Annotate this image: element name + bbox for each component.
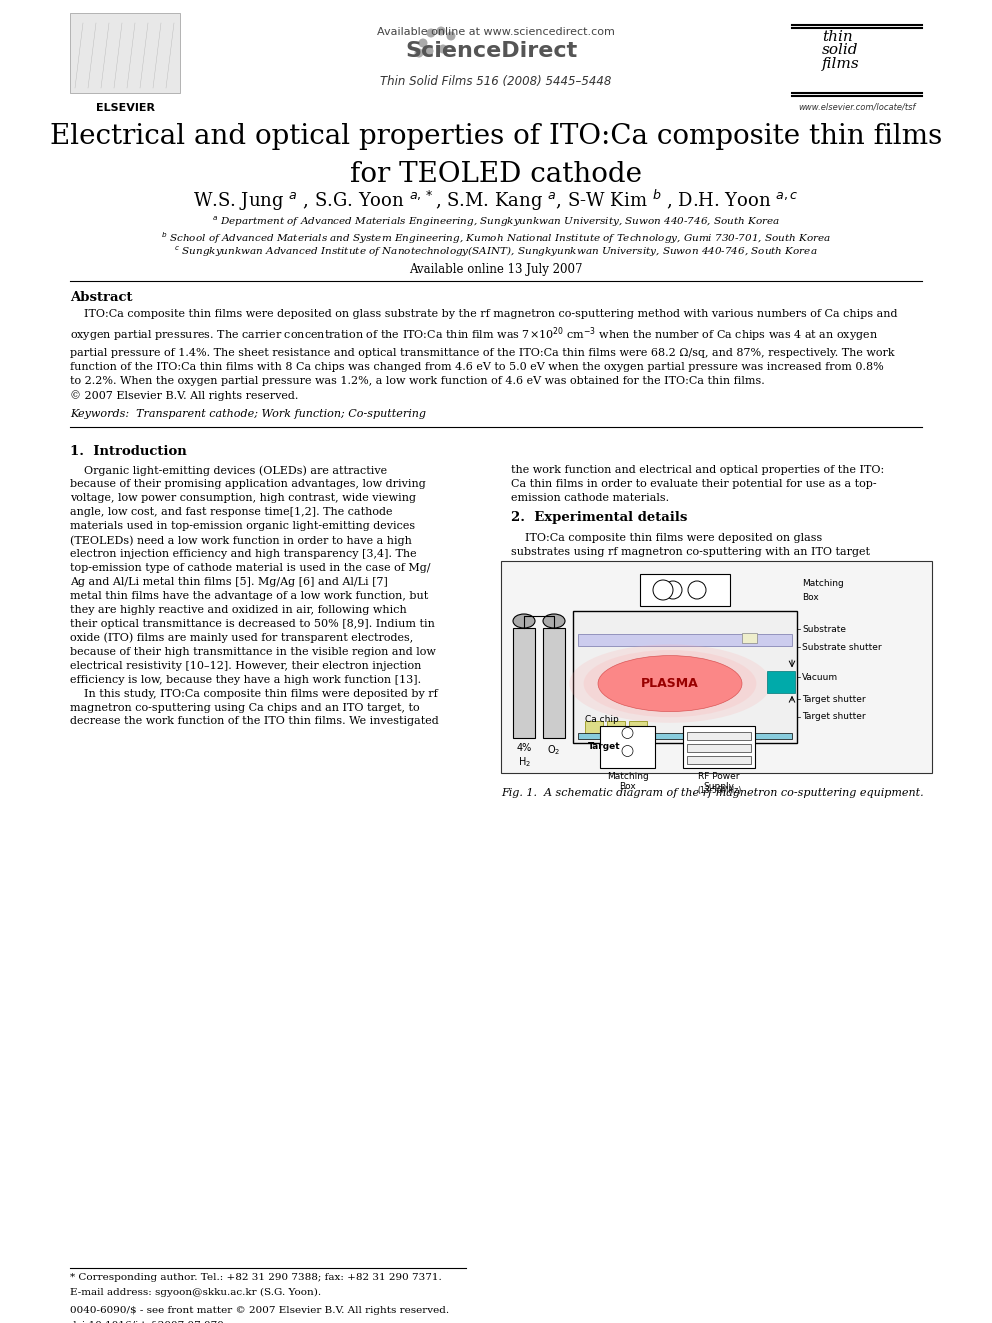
Text: Organic light-emitting devices (OLEDs) are attractive
because of their promising: Organic light-emitting devices (OLEDs) a… — [70, 464, 438, 726]
Bar — [687, 744, 751, 751]
Bar — [578, 733, 792, 740]
Text: Fig. 1.  A schematic diagram of the rf magnetron co-sputtering equipment.: Fig. 1. A schematic diagram of the rf ma… — [501, 789, 924, 798]
Ellipse shape — [569, 644, 771, 722]
Circle shape — [415, 49, 424, 57]
Text: ELSEVIER: ELSEVIER — [95, 103, 155, 112]
Bar — [767, 671, 795, 693]
Text: 1.  Introduction: 1. Introduction — [70, 445, 186, 458]
Bar — [543, 628, 565, 738]
Text: Vacuum: Vacuum — [802, 672, 838, 681]
Ellipse shape — [598, 656, 742, 712]
Bar — [578, 634, 792, 646]
Bar — [600, 726, 655, 767]
Text: Electrical and optical properties of ITO:Ca composite thin films
for TEOLED cath: Electrical and optical properties of ITO… — [50, 123, 942, 188]
Ellipse shape — [543, 614, 565, 628]
Text: ITO:Ca composite thin films were deposited on glass substrate by the rf magnetro: ITO:Ca composite thin films were deposit… — [70, 310, 898, 401]
Bar — [687, 755, 751, 763]
Text: Available online at www.sciencedirect.com: Available online at www.sciencedirect.co… — [377, 26, 615, 37]
Circle shape — [688, 581, 706, 599]
Text: RF Power
Supply: RF Power Supply — [698, 773, 740, 791]
Text: W.S. Jung $^{a}$ , S.G. Yoon $^{a,*}$, S.M. Kang $^{a}$, S-W Kim $^{b}$ , D.H. Y: W.S. Jung $^{a}$ , S.G. Yoon $^{a,*}$, S… — [193, 188, 799, 213]
Text: Substrate: Substrate — [802, 624, 846, 634]
Text: * Corresponding author. Tel.: +82 31 290 7388; fax: +82 31 290 7371.: * Corresponding author. Tel.: +82 31 290… — [70, 1273, 441, 1282]
Text: Substrate shutter: Substrate shutter — [802, 643, 882, 651]
Bar — [640, 574, 730, 606]
Text: Matching: Matching — [802, 579, 844, 589]
Text: Matching
Box: Matching Box — [607, 773, 649, 791]
Bar — [792, 25, 922, 95]
Text: $^{c}$ Sungkyunkwan Advanced Institute of Nanotechnology(SAINT), Sungkyunkwan Un: $^{c}$ Sungkyunkwan Advanced Institute o… — [175, 245, 817, 259]
Text: ITO:Ca composite thin films were deposited on glass
substrates using rf magnetro: ITO:Ca composite thin films were deposit… — [511, 533, 870, 557]
Text: the work function and electrical and optical properties of the ITO:
Ca thin film: the work function and electrical and opt… — [511, 464, 884, 503]
Text: $^{a}$ Department of Advanced Materials Engineering, Sungkyunkwan University, Su: $^{a}$ Department of Advanced Materials … — [212, 216, 780, 229]
Bar — [629, 721, 647, 736]
Text: $^{b}$ School of Advanced Materials and System Engineering, Kumoh National Insti: $^{b}$ School of Advanced Materials and … — [161, 230, 831, 246]
Bar — [501, 561, 932, 773]
Circle shape — [427, 29, 435, 37]
Ellipse shape — [583, 650, 757, 717]
Bar — [687, 732, 751, 740]
Text: Abstract: Abstract — [70, 291, 133, 304]
Ellipse shape — [513, 614, 535, 628]
Text: 2.  Experimental details: 2. Experimental details — [511, 511, 687, 524]
Circle shape — [622, 728, 633, 738]
Bar — [513, 628, 535, 738]
Text: Target shutter: Target shutter — [802, 712, 866, 721]
Circle shape — [425, 46, 434, 56]
Circle shape — [419, 38, 428, 48]
Bar — [573, 611, 797, 744]
Circle shape — [436, 26, 445, 36]
Text: Ca chip: Ca chip — [585, 714, 619, 724]
Bar — [585, 721, 603, 736]
Text: doi:10.1016/j.tsf.2007.07.070: doi:10.1016/j.tsf.2007.07.070 — [70, 1320, 225, 1323]
Circle shape — [622, 745, 633, 757]
Bar — [742, 632, 757, 643]
Circle shape — [653, 579, 673, 601]
Circle shape — [438, 45, 447, 53]
Text: O$_2$: O$_2$ — [548, 744, 560, 757]
Circle shape — [446, 32, 455, 41]
Text: 4%
H$_2$: 4% H$_2$ — [517, 744, 532, 769]
Bar — [683, 726, 755, 767]
Text: Target: Target — [588, 742, 621, 751]
Text: E-mail address: sgyoon@skku.ac.kr (S.G. Yoon).: E-mail address: sgyoon@skku.ac.kr (S.G. … — [70, 1289, 321, 1297]
Bar — [607, 721, 625, 736]
Text: thin
solid
films: thin solid films — [822, 30, 860, 71]
Text: Box: Box — [802, 594, 818, 602]
Text: www.elsevier.com/locate/tsf: www.elsevier.com/locate/tsf — [799, 103, 916, 112]
Text: ScienceDirect: ScienceDirect — [405, 41, 577, 61]
Text: Keywords:  Transparent cathode; Work function; Co-sputtering: Keywords: Transparent cathode; Work func… — [70, 409, 426, 419]
Text: 0040-6090/$ - see front matter © 2007 Elsevier B.V. All rights reserved.: 0040-6090/$ - see front matter © 2007 El… — [70, 1306, 449, 1315]
Bar — [70, 13, 180, 93]
Text: (13.56MHz): (13.56MHz) — [696, 786, 741, 795]
Circle shape — [664, 581, 682, 599]
Text: PLASMA: PLASMA — [641, 677, 699, 691]
Text: Available online 13 July 2007: Available online 13 July 2007 — [410, 263, 582, 277]
Text: Thin Solid Films 516 (2008) 5445–5448: Thin Solid Films 516 (2008) 5445–5448 — [380, 74, 612, 87]
Text: Target shutter: Target shutter — [802, 695, 866, 704]
